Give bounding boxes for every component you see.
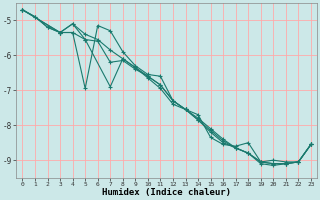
X-axis label: Humidex (Indice chaleur): Humidex (Indice chaleur) bbox=[102, 188, 231, 197]
